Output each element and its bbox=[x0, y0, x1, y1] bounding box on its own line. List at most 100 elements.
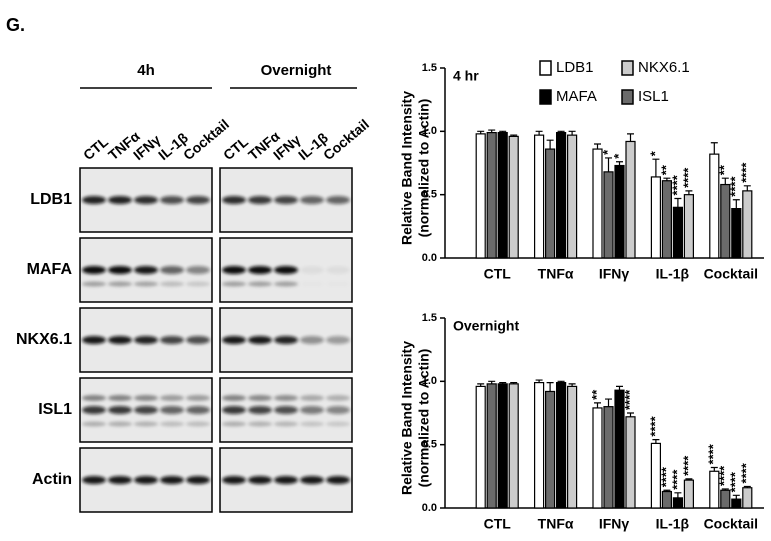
bar bbox=[475, 133, 486, 259]
error-bar bbox=[663, 489, 671, 492]
error-bar bbox=[685, 478, 693, 481]
band bbox=[248, 336, 272, 344]
error-bar bbox=[743, 185, 751, 191]
x-tick-label: IL-1β bbox=[656, 266, 690, 282]
band bbox=[186, 421, 210, 427]
band bbox=[134, 395, 158, 401]
y-tick-label: 0.0 bbox=[422, 252, 437, 264]
band bbox=[300, 476, 324, 484]
band bbox=[274, 266, 298, 274]
y-axis-label: (normalized to Actin) bbox=[416, 349, 432, 488]
bar bbox=[566, 385, 578, 509]
x-tick-label: CTL bbox=[484, 516, 512, 532]
band bbox=[160, 395, 184, 401]
row-label: MAFA bbox=[27, 261, 73, 278]
significance-label: **** bbox=[728, 176, 743, 197]
error-bar bbox=[721, 177, 729, 185]
bar bbox=[603, 406, 614, 509]
error-bar bbox=[685, 190, 693, 195]
legend-label: NKX6.1 bbox=[638, 59, 690, 76]
band bbox=[300, 406, 324, 414]
band bbox=[160, 421, 184, 427]
band bbox=[134, 421, 158, 427]
band bbox=[108, 336, 132, 344]
bar bbox=[650, 176, 662, 259]
band bbox=[300, 266, 324, 274]
x-tick-label: TNFα bbox=[538, 516, 574, 532]
significance-label: ** bbox=[589, 389, 604, 400]
band bbox=[300, 395, 324, 401]
error-bar bbox=[499, 382, 507, 384]
chart-title: Overnight bbox=[453, 318, 519, 334]
bar bbox=[486, 132, 497, 259]
error-bar bbox=[652, 439, 660, 444]
significance-label: ** bbox=[658, 164, 673, 175]
significance-label: **** bbox=[717, 465, 732, 486]
band bbox=[222, 281, 246, 287]
band bbox=[248, 476, 272, 484]
error-bar bbox=[557, 130, 565, 133]
error-bar bbox=[477, 383, 485, 387]
error-bar bbox=[616, 385, 623, 391]
error-bar bbox=[732, 199, 740, 209]
error-bar bbox=[605, 157, 612, 172]
bar bbox=[614, 164, 625, 259]
band bbox=[326, 282, 350, 287]
band bbox=[274, 281, 298, 287]
x-tick-label: Cocktail bbox=[704, 516, 758, 532]
error-bar bbox=[627, 133, 634, 142]
error-bar bbox=[499, 130, 507, 133]
bar bbox=[544, 148, 556, 259]
blot-group-label: Overnight bbox=[261, 62, 332, 79]
band bbox=[82, 406, 106, 414]
error-bar bbox=[710, 142, 718, 155]
error-bar bbox=[732, 494, 740, 500]
bar bbox=[566, 134, 578, 259]
band bbox=[160, 476, 184, 484]
x-tick-label: TNFα bbox=[538, 266, 574, 282]
bar bbox=[555, 382, 567, 509]
bar bbox=[497, 132, 508, 259]
band bbox=[108, 406, 132, 414]
band bbox=[186, 395, 210, 401]
significance-label: **** bbox=[739, 162, 754, 183]
row-label: NKX6.1 bbox=[16, 331, 72, 348]
band bbox=[134, 406, 158, 414]
bar bbox=[592, 148, 603, 259]
error-bar bbox=[535, 130, 543, 136]
error-bar bbox=[477, 130, 485, 134]
error-bar bbox=[605, 398, 612, 407]
y-axis-label: Relative Band Intensity bbox=[399, 341, 415, 495]
x-tick-label: IL-1β bbox=[656, 516, 690, 532]
row-label: LDB1 bbox=[30, 191, 72, 208]
error-bar bbox=[510, 382, 518, 384]
significance-label: **** bbox=[728, 471, 743, 492]
band bbox=[134, 196, 158, 204]
error-bar bbox=[594, 143, 601, 150]
legend-swatch bbox=[539, 60, 552, 76]
band bbox=[300, 336, 324, 344]
bar bbox=[731, 498, 742, 509]
band bbox=[274, 336, 298, 344]
band bbox=[248, 421, 272, 427]
error-bar bbox=[568, 383, 576, 387]
band bbox=[222, 395, 246, 401]
bar bbox=[731, 208, 742, 259]
significance-label: **** bbox=[658, 466, 673, 487]
band bbox=[248, 266, 272, 274]
error-bar bbox=[710, 466, 718, 472]
band bbox=[326, 406, 350, 414]
bar bbox=[742, 487, 753, 509]
x-tick-label: CTL bbox=[484, 266, 512, 282]
band bbox=[134, 476, 158, 484]
legend-swatch bbox=[539, 89, 552, 105]
band bbox=[186, 336, 210, 344]
error-bar bbox=[488, 380, 496, 384]
band bbox=[222, 421, 246, 427]
row-label: Actin bbox=[32, 471, 72, 488]
band bbox=[82, 421, 106, 427]
bar bbox=[475, 385, 486, 509]
y-tick-label: 1.5 bbox=[422, 62, 437, 74]
y-tick-label: 0.0 bbox=[422, 502, 437, 514]
band bbox=[274, 196, 298, 204]
